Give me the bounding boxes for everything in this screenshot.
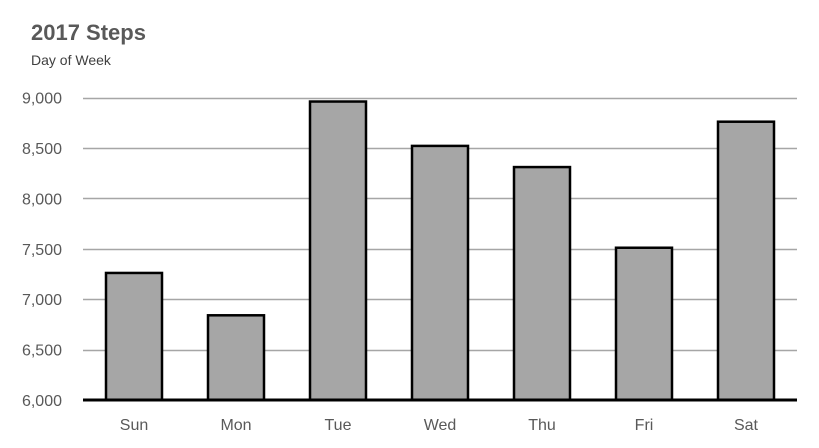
y-tick-label: 7,000 [22,292,62,309]
y-tick: 7,500 [22,242,62,259]
x-tick: Tue [325,417,352,434]
x-tick-label: Mon [220,417,251,434]
x-tick-label: Sun [120,417,148,434]
x-tick: Mon [220,417,251,434]
x-tick: Sun [120,417,148,434]
y-tick-label: 6,500 [22,343,62,360]
bar-wed [410,144,470,402]
y-tick: 8,000 [22,191,62,208]
bar-sun [104,271,164,402]
y-tick: 6,500 [22,343,62,360]
y-tick: 7,000 [22,292,62,309]
x-tick-label: Thu [528,417,556,434]
y-tick-label: 9,000 [22,91,62,108]
chart-title: 2017 Steps [31,20,146,45]
x-tick: Sat [734,417,759,434]
x-tick-label: Tue [325,417,352,434]
y-axis-ticks: 6,000 6,500 7,000 7,500 8,000 8,500 9,000 [22,91,62,411]
x-tick-label: Fri [635,417,654,434]
y-tick: 8,500 [22,141,62,158]
y-tick: 9,000 [22,91,62,108]
x-tick: Wed [424,417,457,434]
y-tick-label: 7,500 [22,242,62,259]
x-tick-label: Sat [734,417,759,434]
x-axis-ticks: Sun Mon Tue Wed Thu Fri Sat [120,417,759,434]
bar-thu [512,165,572,402]
x-tick: Thu [528,417,556,434]
y-tick-label: 6,000 [22,393,62,410]
x-tick-label: Wed [424,417,457,434]
y-tick-label: 8,000 [22,191,62,208]
bar-fri [614,246,674,402]
bars [104,100,776,402]
chart-subtitle: Day of Week [31,52,111,68]
bar-mon [206,314,266,402]
bar-sat [716,120,776,402]
bar-tue [308,100,368,402]
y-tick-label: 8,500 [22,141,62,158]
y-tick: 6,000 [22,393,62,410]
x-tick: Fri [635,417,654,434]
